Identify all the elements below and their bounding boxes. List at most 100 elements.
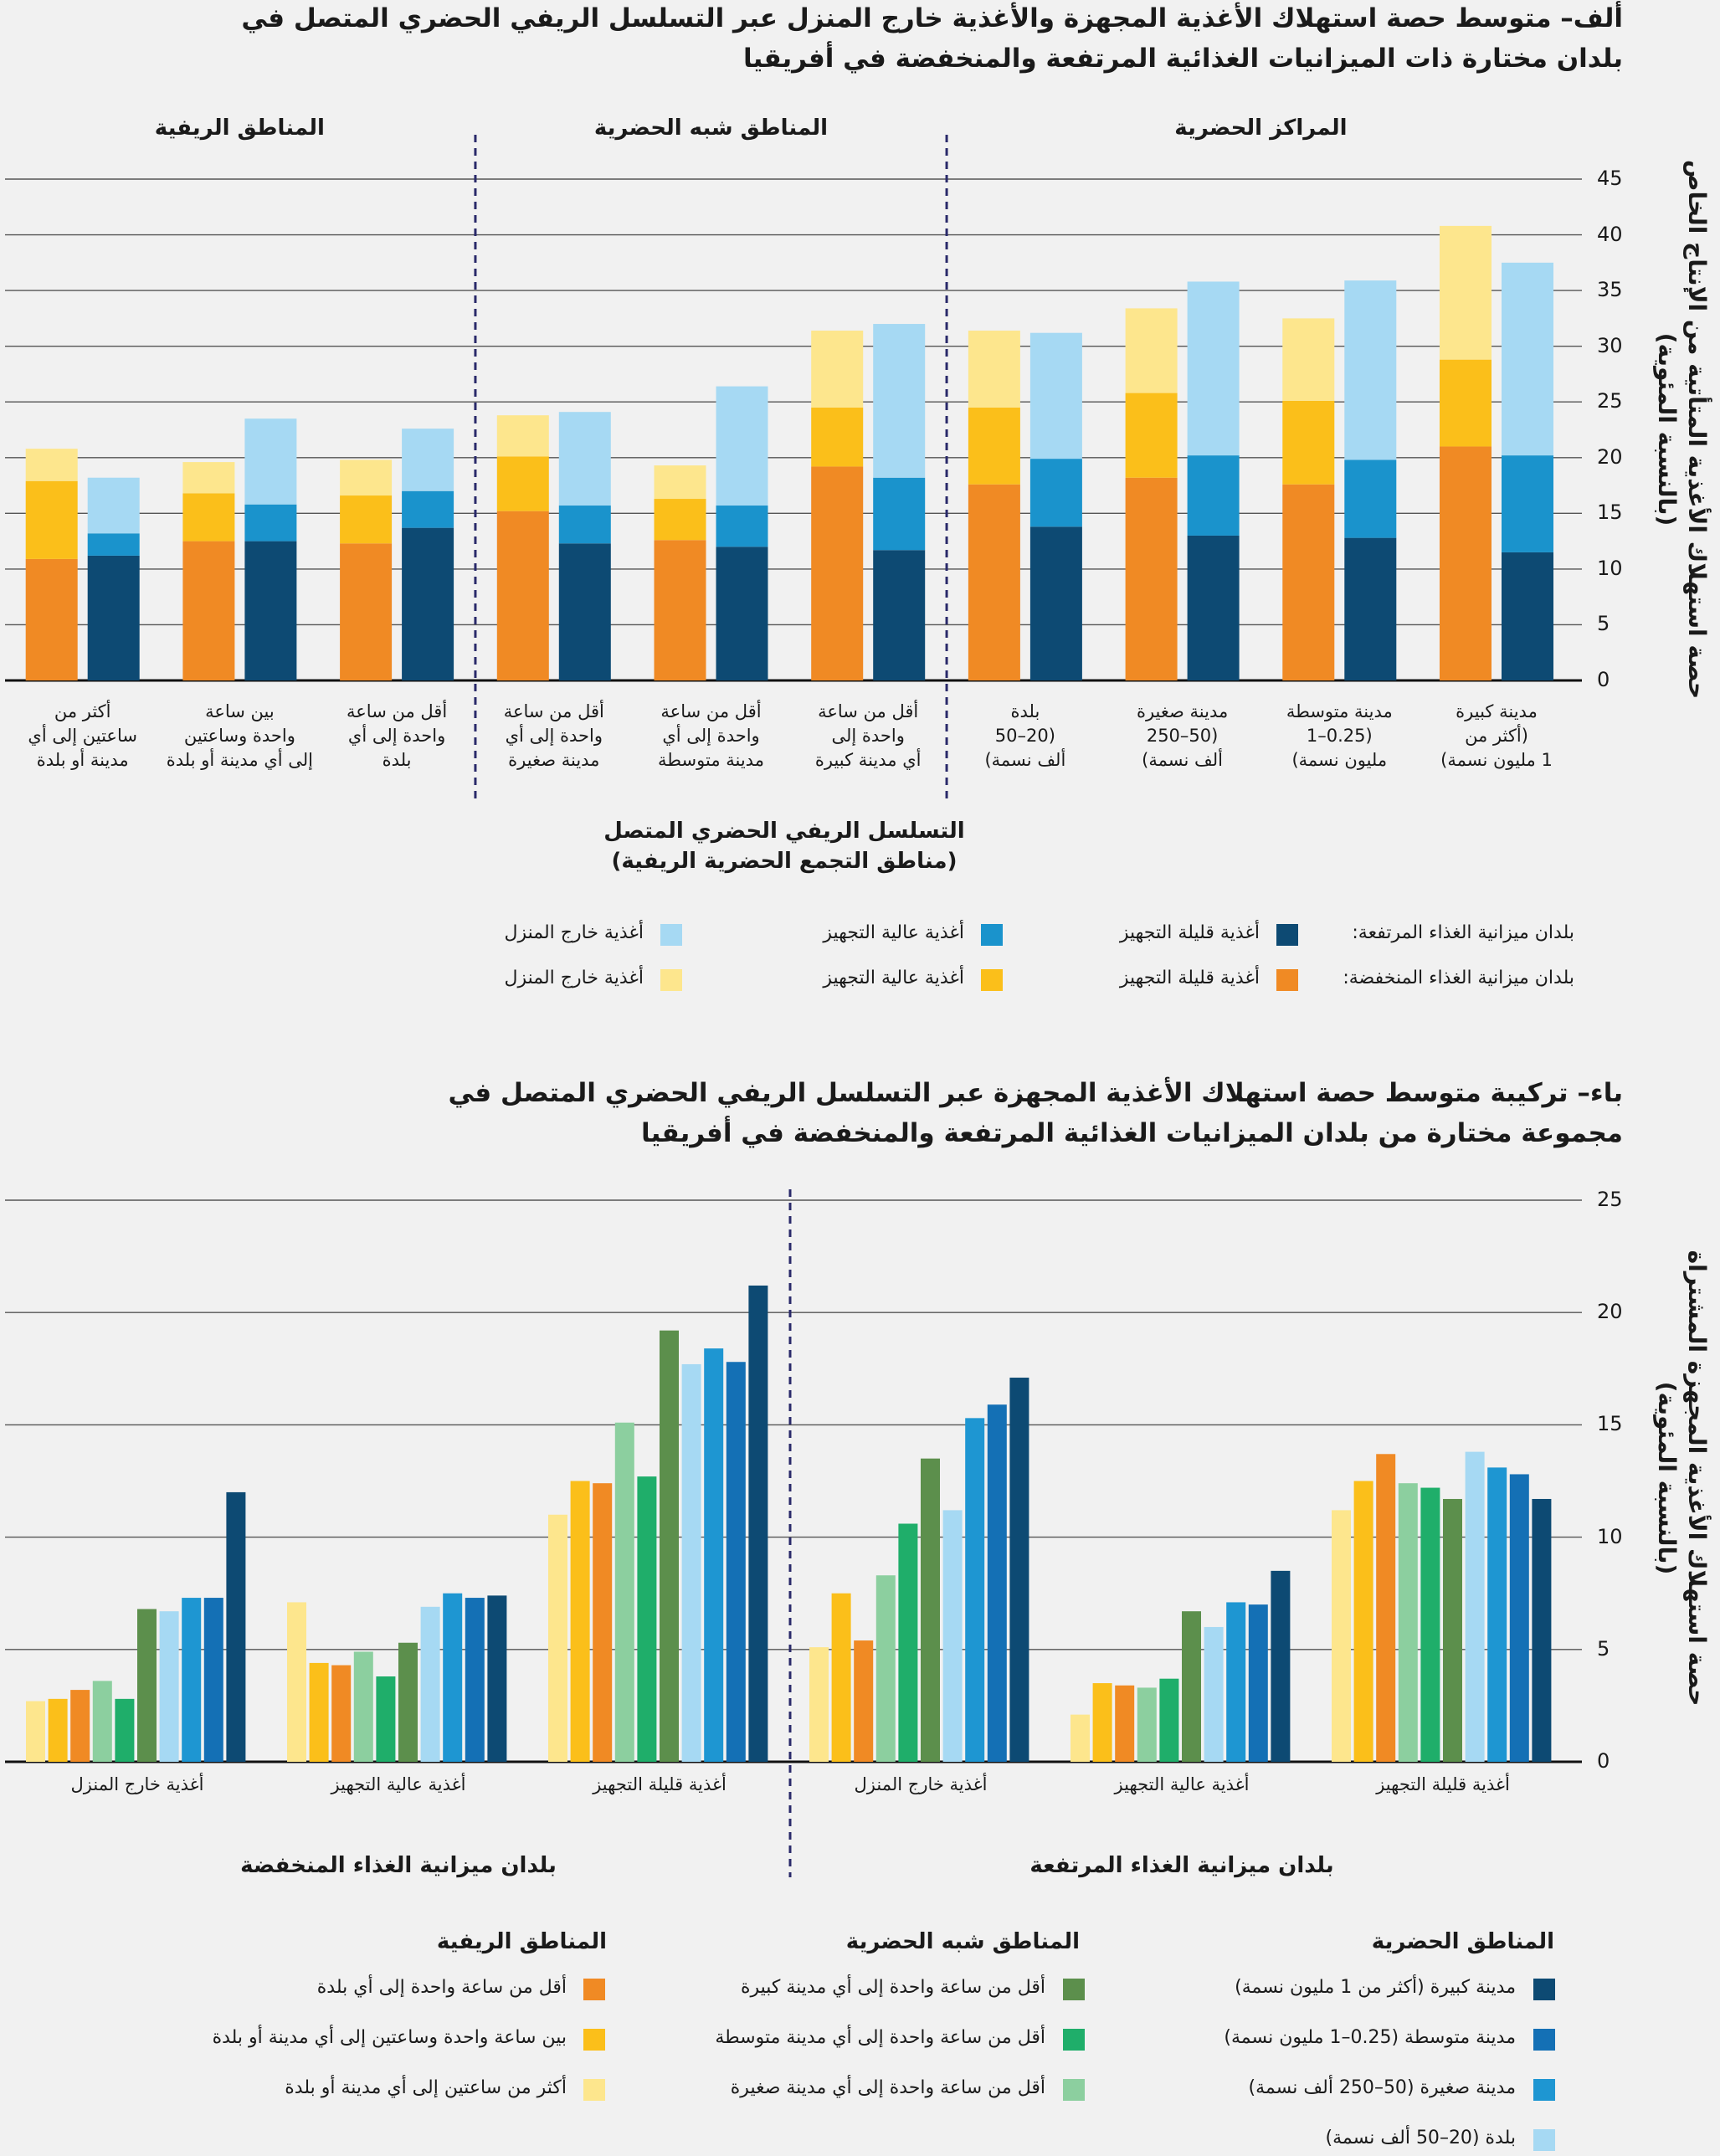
legend-label: أقل من ساعة واحدة إلى أي بلدة (316, 1977, 567, 1998)
y-tick-label: 0 (1597, 1749, 1610, 1773)
y-tick-label: 35 (1597, 278, 1623, 302)
legend-label: أقل من ساعة واحدة إلى أي مدينة كبيرة (740, 1977, 1045, 1998)
legend-label: بين ساعة واحدة وساعتين إلى أي مدينة أو ب… (212, 2027, 567, 2048)
bar-segment (87, 477, 140, 534)
bar (443, 1593, 463, 1762)
bar-segment (496, 415, 549, 457)
bar (1376, 1454, 1396, 1762)
legend-swatch (583, 1979, 605, 2000)
bar (570, 1481, 590, 1762)
x-tick-label: أقل من ساعة (503, 701, 604, 721)
bar (376, 1676, 396, 1762)
bar-segment (1502, 262, 1553, 456)
x-tick-label: أغذية قليلة التجهيز (1376, 1774, 1510, 1794)
bar (1465, 1451, 1485, 1762)
group-label: المناطق الريفية (154, 116, 325, 141)
bar (465, 1598, 485, 1762)
x-tick-label: أغذية عالية التجهيز (1114, 1774, 1250, 1794)
bar-segment (1502, 552, 1553, 680)
bar (1332, 1510, 1351, 1762)
bar (681, 1363, 701, 1762)
bar-segment (811, 407, 864, 467)
bar (287, 1602, 306, 1762)
chart-title: بلدان مختارة ذات الميزانيات الغذائية الم… (742, 44, 1623, 74)
bar-segment (716, 506, 768, 547)
bar-segment (968, 484, 1020, 680)
bar (660, 1330, 679, 1762)
x-tick-label: بلدة (1010, 701, 1040, 721)
bar (921, 1458, 940, 1762)
bar-segment (244, 541, 297, 680)
bar (1226, 1602, 1246, 1762)
x-tick-label: ألف نسمة) (1142, 750, 1223, 770)
y-tick-label: 20 (1597, 444, 1623, 469)
x-tick-label: إلى أي مدينة أو بلدة (166, 750, 313, 770)
x-tick-label: أغذية عالية التجهيز (331, 1774, 466, 1794)
legend-label: أغذية قليلة التجهيز (1119, 968, 1260, 988)
bar (704, 1348, 724, 1762)
group-label: بلدان ميزانية الغذاء المنخفضة (240, 1853, 557, 1878)
group-label: المناطق شبه الحضرية (593, 116, 829, 141)
x-tick-label: (50–250 (1146, 726, 1219, 746)
y-tick-label: 25 (1597, 389, 1623, 413)
y-axis-label-line: حصة استهلاك الأغذية المتأتية من الإنتاج … (1683, 159, 1711, 700)
y-tick-label: 0 (1597, 668, 1610, 691)
bar-segment (968, 407, 1020, 485)
y-axis-label-line: حصة استهلاك الأغذية المجهزة المشتراة (1683, 1250, 1711, 1707)
legend-swatch (583, 2079, 605, 2101)
bar (593, 1483, 613, 1762)
x-tick-label: أغذية خارج المنزل (70, 1774, 204, 1794)
y-axis-label: حصة استهلاك الأغذية المتأتية من الإنتاج … (1651, 78, 1711, 781)
x-tick-label: ألف نسمة) (984, 750, 1066, 770)
y-tick-label: 45 (1597, 167, 1623, 190)
bar (92, 1681, 112, 1762)
bar (987, 1404, 1007, 1762)
legend-label: أقل من ساعة واحدة إلى أي مدينة متوسطة (715, 2027, 1045, 2048)
bar-segment (402, 527, 454, 680)
bar (1092, 1683, 1112, 1762)
bar-segment (1440, 446, 1492, 680)
legend-label: أغذية خارج المنزل (504, 968, 644, 988)
bar-segment (1029, 332, 1082, 459)
bar-segment (654, 499, 706, 541)
y-axis-label: حصة استهلاك الأغذية المجهزة المشتراة (بال… (1651, 1127, 1711, 1830)
bar (1353, 1481, 1373, 1762)
legend-label: أغذية خارج المنزل (504, 922, 644, 943)
x-tick-label: واحدة إلى (831, 726, 905, 746)
legend-swatch (1533, 2029, 1555, 2051)
bar-segment (496, 456, 549, 511)
bar-segment (244, 504, 297, 542)
x-tick-label: أقل من ساعة (818, 701, 919, 721)
legend-label: بلدة (20–50 ألف نسمة) (1325, 2128, 1516, 2148)
bar (637, 1476, 657, 1762)
bar-segment (968, 331, 1020, 408)
y-tick-label: 5 (1597, 1636, 1610, 1661)
y-axis-label-line: (بالنسبة المئوية) (1653, 1381, 1681, 1575)
x-tick-label: مدينة صغيرة (508, 750, 600, 770)
y-tick-label: 15 (1597, 501, 1623, 525)
legend-title: المناطق شبه الحضرية (845, 1929, 1080, 1954)
bar-segment (558, 506, 611, 544)
x-tick-label: 1 مليون نسمة) (1440, 750, 1553, 770)
bar-segment (402, 490, 454, 528)
bar-segment (558, 412, 611, 506)
bar-segment (873, 324, 926, 478)
bar (1487, 1467, 1507, 1762)
bar (159, 1611, 179, 1762)
x-tick-label: مدينة أو بلدة (36, 750, 129, 770)
bar (26, 1701, 45, 1762)
y-tick-label: 30 (1597, 333, 1623, 357)
bar (1159, 1678, 1179, 1762)
bar (1137, 1687, 1157, 1762)
bar (1182, 1611, 1201, 1762)
bar (1271, 1570, 1291, 1762)
bar-segment (1187, 281, 1240, 456)
x-tick-label: أغذية خارج المنزل (854, 1774, 988, 1794)
x-tick-label: أكثر من (54, 701, 111, 721)
x-tick-label: بين ساعة (205, 701, 275, 721)
bar-segment (25, 480, 78, 559)
x-tick-label: أقل من ساعة (660, 701, 762, 721)
bar-segment (1282, 484, 1335, 680)
